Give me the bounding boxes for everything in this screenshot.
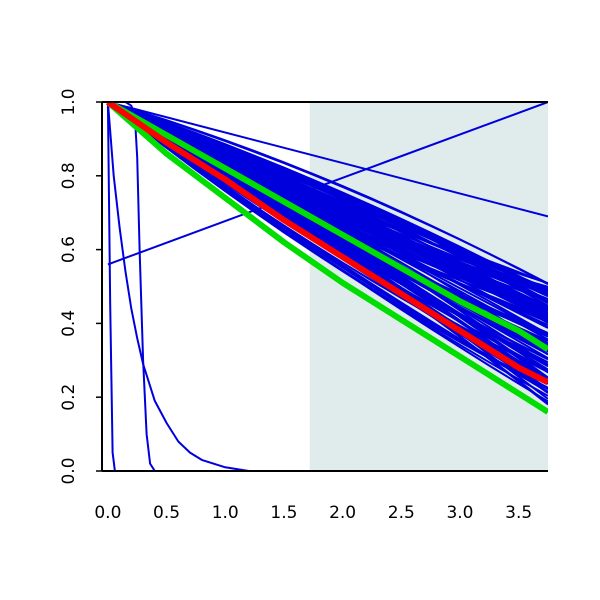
ensemble-line — [107, 102, 548, 303]
band-line — [106, 102, 548, 352]
x-tick-label: 3.0 — [446, 503, 473, 523]
ensemble-line — [107, 102, 548, 471]
ensemble-line — [106, 102, 548, 471]
x-tick-label: 0.5 — [153, 503, 180, 523]
y-tick-label: 0.8 — [59, 162, 79, 189]
x-tick-label: 1.5 — [270, 503, 297, 523]
x-tick-label: 1.0 — [212, 503, 239, 523]
plot-area — [102, 102, 548, 471]
x-tick-label: 0.0 — [94, 503, 121, 523]
ensemble-line — [107, 102, 548, 218]
ensemble-line — [107, 102, 548, 324]
y-tick-label: 0.4 — [59, 310, 79, 337]
ensemble-line — [107, 102, 548, 317]
y-tick-label: 0.2 — [59, 384, 79, 411]
ensemble-line — [107, 102, 548, 286]
y-tick-label: 0.6 — [59, 236, 79, 263]
band-line — [105, 102, 548, 415]
ensemble-line — [107, 102, 548, 319]
ensemble-line — [107, 102, 548, 266]
axes: 0.0 0.5 1.0 1.5 2.0 2.5 3.0 3.5 0.0 0.2 0.4 0.6 0.8 1… — [59, 88, 548, 523]
x-tick-label: 2.5 — [388, 503, 415, 523]
y-tick-label: 0.0 — [59, 457, 79, 484]
mean-line — [106, 102, 548, 386]
ensemble-line — [107, 102, 548, 335]
y-tick-label: 1.0 — [59, 88, 79, 115]
x-tick-label: 3.5 — [505, 503, 532, 523]
ensemble-line — [106, 102, 548, 471]
x-tick-label: 2.0 — [329, 503, 356, 523]
ensemble-line — [107, 102, 548, 393]
